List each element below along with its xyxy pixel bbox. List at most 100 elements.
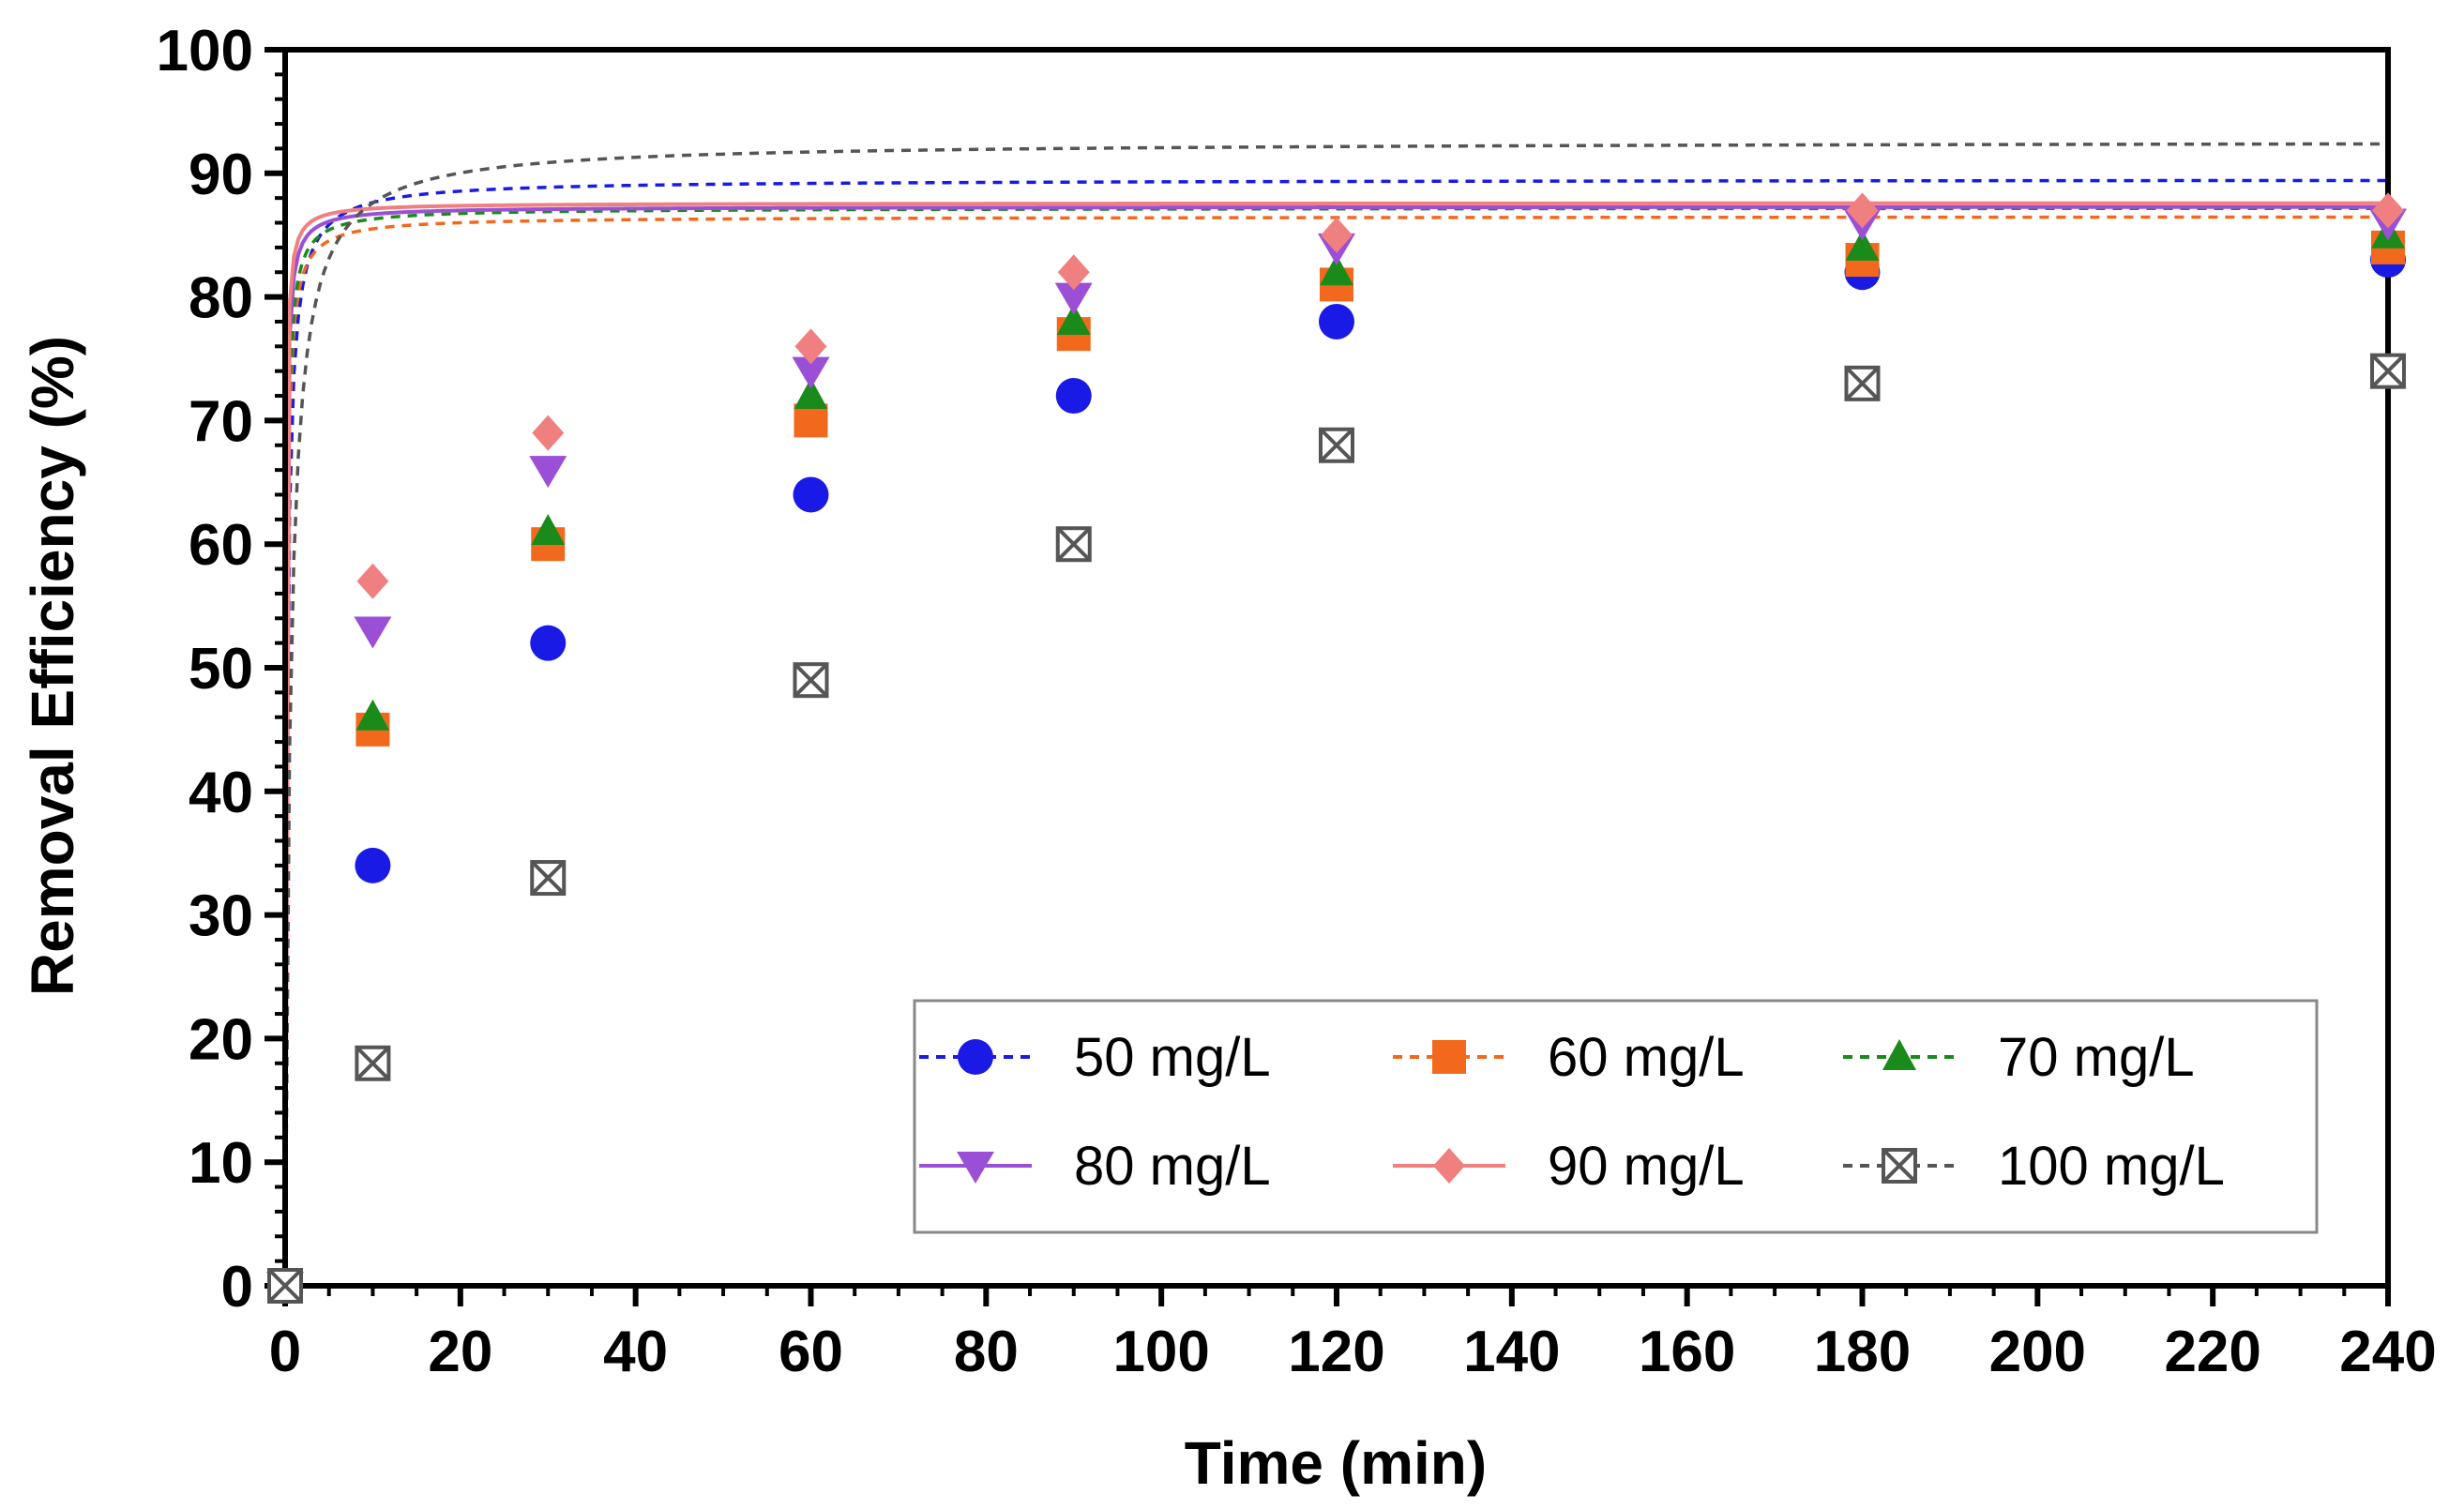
legend-marker xyxy=(957,1152,994,1184)
data-point xyxy=(1320,254,1353,286)
diamond-marker xyxy=(356,563,389,599)
boxed-x-stroke xyxy=(530,860,566,896)
square-marker xyxy=(1432,1040,1466,1074)
data-point xyxy=(530,625,567,661)
legend-entry: 100 mg/L xyxy=(1843,1136,2225,1197)
triangle-down-marker xyxy=(957,1152,994,1184)
circle-marker xyxy=(793,476,829,513)
legend-marker xyxy=(1882,1039,1916,1070)
data-point xyxy=(1844,365,1881,401)
triangle-down-marker xyxy=(529,456,567,489)
legend-marker xyxy=(958,1039,993,1075)
legend-marker xyxy=(1433,1148,1465,1184)
triangle-down-marker xyxy=(354,616,392,649)
circle-marker xyxy=(1055,378,1092,415)
legend-entry: 90 mg/L xyxy=(1393,1136,1745,1197)
y-tick-label: 0 xyxy=(221,1255,253,1320)
boxed-x-stroke xyxy=(1319,428,1354,463)
y-tick-label: 50 xyxy=(189,637,253,702)
data-point xyxy=(1845,229,1880,261)
data-point xyxy=(1055,378,1092,415)
data-point xyxy=(794,378,828,410)
circle-marker xyxy=(1319,303,1354,340)
data-point xyxy=(267,1268,303,1304)
data-point xyxy=(530,860,567,897)
legend-entry: 70 mg/L xyxy=(1843,1027,2195,1088)
data-point xyxy=(1056,303,1091,335)
data-point xyxy=(1846,192,1879,229)
circle-marker xyxy=(530,625,567,661)
x-tick-label: 120 xyxy=(1288,1320,1384,1384)
legend-entry: 80 mg/L xyxy=(919,1136,1271,1197)
y-tick-label: 30 xyxy=(189,884,253,949)
x-axis-title: Time (min) xyxy=(1185,1429,1487,1497)
data-point xyxy=(1057,254,1090,291)
x-tick-label: 60 xyxy=(779,1320,843,1384)
data-point xyxy=(794,328,827,365)
data-point xyxy=(2370,353,2406,389)
legend-marker xyxy=(1432,1040,1466,1074)
triangle-up-marker xyxy=(1320,254,1353,286)
x-tick-label: 100 xyxy=(1112,1320,1209,1384)
boxed-x-stroke xyxy=(794,662,828,698)
data-point xyxy=(356,563,389,599)
legend-label: 80 mg/L xyxy=(1074,1136,1271,1197)
legend-label: 90 mg/L xyxy=(1548,1136,1745,1197)
legend-box xyxy=(913,999,2319,1234)
x-tick-label: 40 xyxy=(603,1320,668,1384)
diamond-marker xyxy=(1321,217,1353,253)
x-tick-label: 140 xyxy=(1463,1320,1560,1384)
boxed-x-stroke xyxy=(1056,526,1092,562)
data-point xyxy=(355,699,390,731)
x-tick-label: 20 xyxy=(428,1320,492,1384)
legend-label: 70 mg/L xyxy=(1998,1027,2195,1088)
circle-marker xyxy=(958,1039,993,1075)
diamond-marker xyxy=(532,415,565,451)
fit-curve-100-mg-L xyxy=(283,142,2389,1287)
boxed-x-stroke xyxy=(355,1046,390,1081)
triangle-up-marker xyxy=(1056,303,1091,335)
fit-curve-80-mg-L xyxy=(283,204,2388,1287)
y-tick-label: 20 xyxy=(189,1007,253,1072)
triangle-up-marker xyxy=(531,514,566,546)
legend: 50 mg/L 60 mg/L 70 mg/L 80 mg/L 90 mg/L 100 m… xyxy=(913,999,2319,1234)
circle-marker xyxy=(355,847,391,883)
data-point xyxy=(794,403,828,438)
y-tick-label: 70 xyxy=(189,389,253,454)
triangle-up-marker xyxy=(355,699,390,731)
data-point xyxy=(355,1045,391,1081)
boxed-x-stroke xyxy=(2370,354,2406,389)
y-tick-label: 40 xyxy=(189,761,253,825)
boxed-x-stroke xyxy=(1845,366,1880,401)
data-point xyxy=(354,616,392,649)
x-tick-label: 240 xyxy=(2339,1320,2436,1384)
data-point xyxy=(1321,217,1353,253)
legend-label: 100 mg/L xyxy=(1998,1136,2225,1197)
diamond-marker xyxy=(794,328,827,365)
y-tick-label: 80 xyxy=(189,266,253,331)
data-point xyxy=(793,662,829,699)
boxed-x-stroke xyxy=(267,1268,303,1304)
fit-curve-90-mg-L xyxy=(283,201,2388,1287)
y-tick-label: 90 xyxy=(189,143,253,207)
legend-entry: 60 mg/L xyxy=(1393,1027,1745,1088)
triangle-up-marker xyxy=(794,378,828,410)
triangle-down-marker xyxy=(792,356,830,389)
legend-marker xyxy=(1882,1148,1917,1184)
data-point xyxy=(2372,192,2404,229)
y-axis-title: Removal Efficiency (%) xyxy=(19,336,86,996)
triangle-down-marker xyxy=(1054,282,1093,315)
diamond-marker xyxy=(1846,192,1879,229)
data-point xyxy=(529,456,567,489)
data-point xyxy=(531,514,566,546)
diamond-marker xyxy=(1057,254,1090,291)
data-point xyxy=(1054,282,1093,315)
data-point xyxy=(1319,427,1354,463)
diamond-marker xyxy=(2372,192,2404,229)
axes: 0 10 20 30 40 50 60 70 80 90 100 0 20 40 60 80 100 120 140… xyxy=(157,19,2437,1384)
data-point xyxy=(532,415,565,451)
triangle-up-marker xyxy=(1845,229,1880,261)
x-tick-label: 0 xyxy=(269,1320,301,1384)
x-tick-label: 180 xyxy=(1814,1320,1911,1384)
